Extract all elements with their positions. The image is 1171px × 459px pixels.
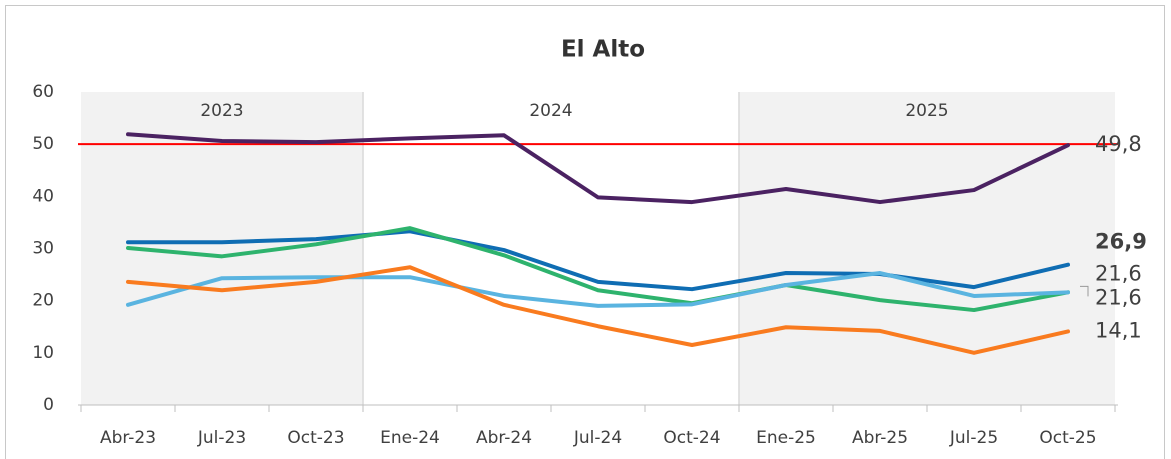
group-band bbox=[81, 92, 363, 405]
x-tick-label: Oct-25 bbox=[1039, 428, 1096, 448]
x-tick-label: Oct-24 bbox=[663, 428, 720, 448]
group-label: 2024 bbox=[529, 101, 572, 121]
series-line bbox=[126, 229, 1070, 292]
end-label: 49,8 bbox=[1095, 132, 1142, 156]
y-tick-label: 10 bbox=[32, 343, 54, 363]
leader-line bbox=[1080, 285, 1089, 297]
x-tick-label: Oct-23 bbox=[287, 428, 344, 448]
group-label: 2025 bbox=[905, 101, 948, 121]
group-label: 2023 bbox=[200, 101, 243, 121]
x-tick-label: Jul-24 bbox=[573, 428, 622, 448]
end-label: 21,6 bbox=[1095, 285, 1142, 309]
series-line bbox=[126, 271, 1070, 308]
x-tick-label: Jul-25 bbox=[949, 428, 998, 448]
frame bbox=[5, 5, 1165, 459]
y-tick-label: 40 bbox=[32, 186, 54, 206]
chart-title: El Alto bbox=[561, 37, 645, 63]
series-line bbox=[126, 265, 1070, 355]
group-band bbox=[739, 92, 1115, 405]
end-label: 21,6 bbox=[1095, 261, 1142, 285]
end-label: 14,1 bbox=[1095, 318, 1142, 342]
end-label: 26,9 bbox=[1095, 230, 1147, 254]
x-tick-label: Ene-24 bbox=[380, 428, 440, 448]
y-tick-label: 50 bbox=[32, 134, 54, 154]
x-tick-label: Abr-24 bbox=[476, 428, 532, 448]
y-tick-label: 30 bbox=[32, 239, 54, 259]
y-tick-label: 60 bbox=[32, 82, 54, 102]
y-tick-label: 20 bbox=[32, 291, 54, 311]
x-tick-label: Abr-25 bbox=[852, 428, 908, 448]
series-line bbox=[126, 132, 1070, 205]
x-tick-label: Ene-25 bbox=[756, 428, 816, 448]
y-tick-label: 0 bbox=[43, 395, 54, 415]
x-tick-label: Abr-23 bbox=[100, 428, 156, 448]
x-tick-label: Jul-23 bbox=[197, 428, 246, 448]
series-line bbox=[126, 226, 1070, 313]
